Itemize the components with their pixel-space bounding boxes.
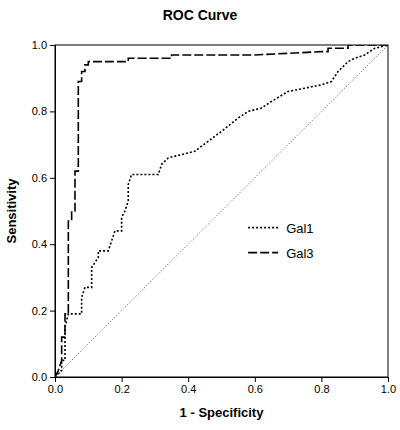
tick-label: 0.4 [181,383,196,395]
tick-label: 1.0 [32,39,47,51]
tick: 0.8 [314,377,329,395]
tick: 0.2 [114,377,129,395]
tick-label: 0.0 [32,371,47,383]
y-axis-title: Sensitivity [4,178,19,244]
tick-mark [50,178,55,179]
tick-mark [122,377,123,382]
y-axis: 0.0 0.2 0.4 0.6 0.8 1.0 [32,39,56,383]
chart: ROC Curve0.00.20.40.60.81.00.00.20.40.60… [0,0,400,430]
tick: 0.0 [32,371,55,383]
tick-mark [50,377,55,378]
tick: 1.0 [32,39,55,51]
tick-mark [55,377,56,382]
reference-line [55,45,388,377]
tick-label: 0.0 [48,383,63,395]
legend-swatch [248,252,278,254]
tick-mark [321,377,322,382]
title: ROC Curve [163,7,238,23]
tick: 0.6 [248,377,263,395]
tick-mark [188,377,189,382]
tick: 0.4 [181,377,196,395]
tick-label: 0.6 [248,383,263,395]
tick-label: 0.4 [32,238,47,250]
tick-mark [388,377,389,382]
tick-label: 0.8 [314,383,329,395]
tick-label: 0.6 [32,172,47,184]
tick-label: 1.0 [381,383,396,395]
tick: 1.0 [381,377,396,395]
legend-label: Gal1 [286,221,313,236]
tick-label: 0.2 [32,305,47,317]
axis-line [55,46,56,378]
tick: 0.0 [48,377,63,395]
legend-swatch [248,227,278,229]
plot-area [55,45,388,377]
tick: 0.4 [32,238,55,250]
legend: Gal1 Gal3 [248,221,313,261]
tick: 0.2 [32,305,55,317]
tick-label: 0.2 [114,383,129,395]
tick-mark [50,311,55,312]
tick: 0.8 [32,105,55,117]
roc-line [55,45,388,377]
roc-line [55,45,388,377]
x-axis-title: 1 - Specificity [180,405,265,420]
plot-frame [55,45,388,377]
tick-mark [50,111,55,112]
tick: 0.6 [32,172,55,184]
x-axis: 0.0 0.2 0.4 0.6 0.8 1.0 [48,377,396,395]
tick-mark [50,244,55,245]
legend-label: Gal3 [286,246,313,261]
tick-mark [50,45,55,46]
tick-mark [255,377,256,382]
axis-line [56,377,389,378]
tick-label: 0.8 [32,105,47,117]
